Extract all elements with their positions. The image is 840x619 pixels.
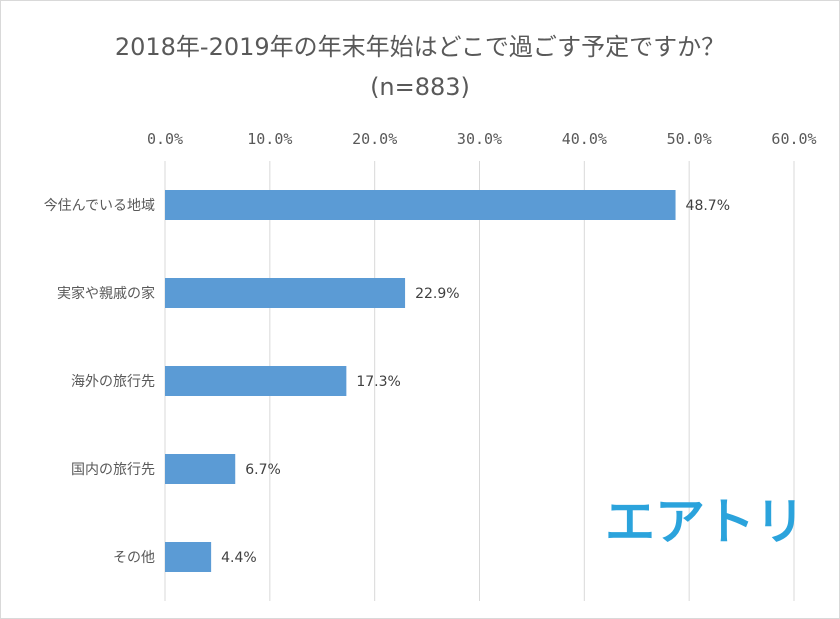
bar	[165, 542, 212, 572]
x-tick-label: 20.0%	[352, 130, 397, 148]
data-label: 4.4%	[221, 550, 257, 566]
bar	[165, 366, 347, 396]
data-label: 48.7%	[686, 198, 730, 214]
x-tick-label: 50.0%	[667, 130, 712, 148]
bar	[165, 454, 236, 484]
x-tick-label: 60.0%	[771, 130, 816, 148]
bar	[165, 278, 406, 308]
category-label: 海外の旅行先	[71, 374, 155, 390]
logo-text: エアトリ	[605, 493, 805, 549]
x-tick-label: 30.0%	[457, 130, 502, 148]
data-label: 22.9%	[415, 286, 459, 302]
category-label: 国内の旅行先	[71, 462, 155, 478]
airtrip-logo: エアトリ	[605, 493, 805, 549]
data-label: 6.7%	[245, 462, 281, 478]
category-label: その他	[113, 550, 155, 566]
bar	[165, 190, 676, 220]
chart-title: 2018年-2019年の年末年始はどこで過ごす予定ですか？	[114, 33, 726, 61]
category-label: 実家や親戚の家	[57, 285, 155, 302]
category-label: 今住んでいる地域	[44, 198, 155, 214]
x-tick-label: 10.0%	[247, 130, 292, 148]
data-label: 17.3%	[356, 374, 400, 390]
x-tick-label: 0.0%	[147, 130, 183, 148]
chart-subtitle: (n=883)	[370, 73, 470, 101]
x-tick-label: 40.0%	[562, 130, 607, 148]
